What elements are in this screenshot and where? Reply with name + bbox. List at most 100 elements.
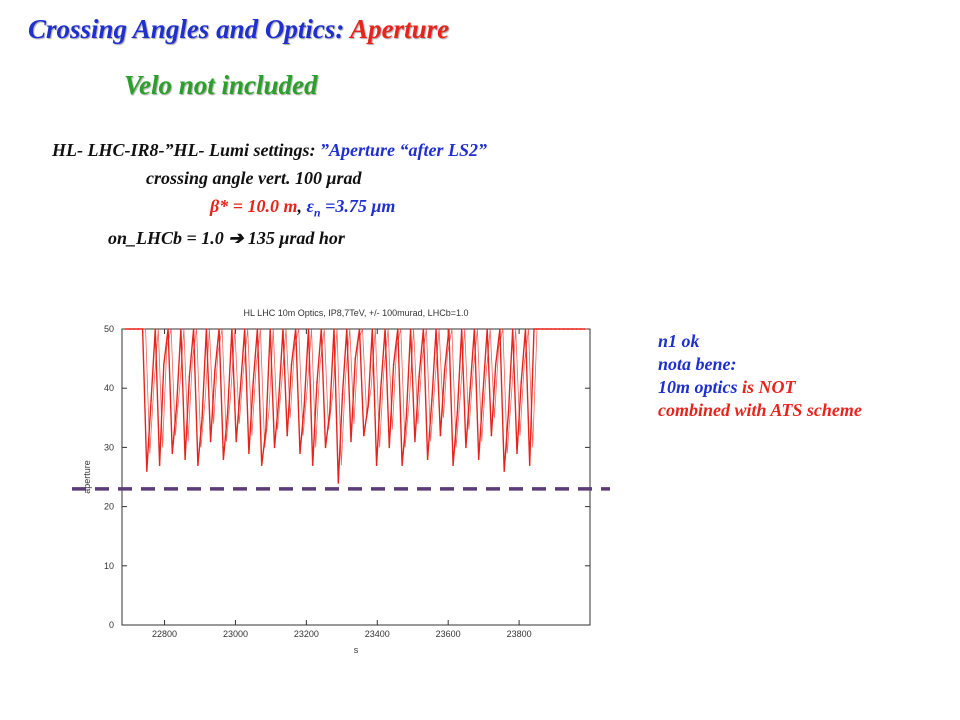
- series-point: [184, 458, 186, 460]
- series-point: [273, 446, 276, 449]
- series-point: [286, 434, 288, 437]
- series-point: [260, 464, 263, 466]
- series-point: [465, 446, 467, 449]
- series-point: [175, 405, 178, 407]
- series-point: [171, 452, 174, 455]
- settings-line-3-comma: ,: [297, 196, 307, 216]
- series-point: [129, 328, 131, 330]
- series-point: [294, 328, 297, 330]
- series-point: [567, 328, 569, 330]
- settings-line-1: HL- LHC-IR8-”HL- Lumi settings: ”Apertur…: [52, 140, 487, 161]
- series-point: [197, 464, 199, 466]
- series-point: [226, 411, 229, 413]
- settings-line-4: on_LHCb = 1.0 ➔ 135 μrad hor: [108, 228, 345, 249]
- series-point: [337, 482, 340, 484]
- series-point: [384, 328, 386, 330]
- series-point: [571, 328, 574, 330]
- series-point: [392, 363, 395, 366]
- series-point: [499, 328, 501, 330]
- series-point: [354, 357, 357, 360]
- series-point: [418, 375, 420, 378]
- series-point: [528, 464, 531, 466]
- series-point: [146, 470, 148, 472]
- series-point: [167, 328, 169, 330]
- series-point: [205, 328, 208, 330]
- series-point: [456, 411, 459, 413]
- series-point: [545, 328, 548, 330]
- series-point: [358, 328, 361, 330]
- series-point: [439, 434, 442, 437]
- y-tick-label: 40: [104, 383, 114, 393]
- series-point: [550, 328, 552, 330]
- series-point: [584, 328, 586, 330]
- note-is-not: is NOT: [742, 377, 796, 397]
- series-line-secondary: [128, 328, 588, 466]
- series-point: [201, 417, 203, 419]
- series-point: [133, 328, 135, 330]
- emittance-value: =3.75 μm: [320, 196, 396, 216]
- note-optics-line: 10m optics is NOT: [658, 376, 862, 399]
- series-point: [507, 411, 510, 413]
- x-tick-label: 22800: [152, 629, 177, 639]
- series-point: [524, 328, 527, 330]
- on-lhcb-value: on_LHCb = 1.0: [108, 228, 229, 248]
- series-point: [380, 387, 382, 389]
- series-point: [397, 328, 399, 330]
- arrow-right-icon: ➔: [228, 228, 244, 248]
- series-point: [154, 328, 157, 330]
- series-point: [511, 328, 514, 330]
- x-tick-label: 23600: [436, 629, 461, 639]
- series-point: [214, 369, 216, 372]
- y-tick-label: 30: [104, 442, 114, 452]
- series-point: [405, 417, 408, 419]
- y-tick-label: 10: [104, 561, 114, 571]
- y-tick-label: 0: [109, 620, 114, 630]
- series-point: [426, 458, 429, 460]
- series-point: [209, 440, 212, 443]
- x-axis-label: s: [354, 645, 359, 655]
- series-point: [265, 428, 267, 431]
- series-point: [520, 381, 522, 384]
- chart-title: HL LHC 10m Optics, IP8,7TeV, +/- 100mura…: [244, 308, 469, 318]
- settings-line-1-label: HL- LHC-IR8-”HL- Lumi settings:: [52, 140, 320, 160]
- series-point: [367, 405, 369, 407]
- series-point: [431, 399, 433, 401]
- series-point: [388, 446, 391, 449]
- x-tick-label: 23400: [365, 629, 390, 639]
- series-point: [486, 328, 489, 330]
- series-point: [243, 328, 246, 330]
- series-point: [290, 363, 293, 366]
- notes-block: n1 ok nota bene: 10m optics is NOT combi…: [658, 330, 862, 422]
- x-tick-label: 23200: [294, 629, 319, 639]
- series-point: [299, 452, 301, 455]
- aperture-chart: HL LHC 10m Optics, IP8,7TeV, +/- 100mura…: [72, 308, 610, 655]
- series-point: [473, 328, 476, 330]
- series-point: [137, 328, 140, 330]
- series-point: [558, 328, 561, 330]
- settings-line-1-value: ”Aperture “after LS2”: [320, 140, 488, 160]
- series-point: [329, 411, 331, 413]
- series-point: [537, 328, 539, 330]
- series-point: [477, 458, 480, 460]
- series-point: [269, 328, 271, 330]
- series-point: [422, 328, 425, 330]
- crossing-hor-value: 135 μrad hor: [243, 228, 345, 248]
- series-point: [188, 375, 191, 378]
- series-point: [311, 464, 314, 466]
- series-point: [303, 405, 305, 407]
- series-point: [409, 328, 412, 330]
- settings-line-3: β* = 10.0 m, εn =3.75 μm: [210, 196, 395, 221]
- y-tick-label: 50: [104, 324, 114, 334]
- series-point: [235, 440, 237, 443]
- series-point: [494, 363, 497, 366]
- settings-line-2: crossing angle vert. 100 μrad: [146, 168, 362, 188]
- note-ats-scheme: combined with ATS scheme: [658, 400, 862, 420]
- note-nota-bene: nota bene:: [658, 354, 737, 374]
- series-point: [252, 381, 254, 384]
- beta-star-value: β* = 10.0 m: [210, 196, 298, 216]
- series-point: [316, 381, 318, 384]
- series-point: [363, 434, 365, 437]
- series-point: [124, 328, 127, 330]
- epsilon-subscript: n: [313, 205, 321, 220]
- title-accent: Aperture: [350, 14, 450, 44]
